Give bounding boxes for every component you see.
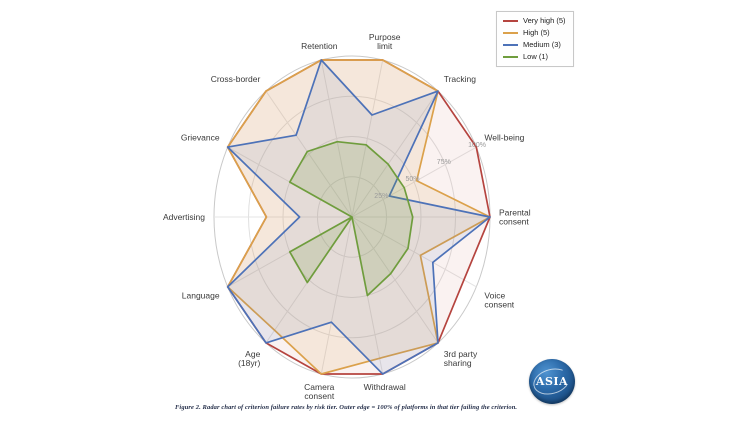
axis-spoke-camera-consent — [320, 216, 353, 375]
axis-spoke-retention — [320, 59, 353, 218]
legend-label-low-1: Low (1) — [523, 52, 549, 61]
axis-spoke-purpose-limit — [351, 59, 384, 218]
legend-item-very-high-5: Very high (5) — [503, 17, 566, 25]
legend-item-medium-3: Medium (3) — [503, 41, 566, 49]
tick-label-25: 25% — [374, 193, 388, 200]
series-polygon-high-5 — [226, 59, 491, 375]
chart-legend: Very high (5) High (5) Medium (3) Low (1) — [496, 11, 574, 67]
legend-label-medium-3: Medium (3) — [523, 40, 561, 49]
axis-label-withdrawal: Withdrawal — [364, 382, 406, 392]
legend-label-very-high-5: Very high (5) — [523, 16, 566, 25]
legend-swatch-high-5 — [503, 32, 518, 34]
axis-label-retention: Retention — [301, 41, 338, 51]
axis-spoke-well-being — [351, 146, 477, 218]
tick-label-50: 50% — [406, 176, 420, 183]
axis-label-grievance: Grievance — [181, 133, 220, 143]
asia-logo-text: ASIA — [535, 375, 569, 388]
legend-swatch-very-high-5 — [503, 20, 518, 22]
axis-spoke-tracking — [351, 90, 439, 218]
axis-spoke-cross-border — [265, 90, 353, 218]
legend-label-high-5: High (5) — [523, 28, 550, 37]
tick-label-75: 75% — [437, 159, 451, 166]
legend-swatch-low-1 — [503, 56, 518, 58]
legend-item-low-1: Low (1) — [503, 53, 566, 61]
tick-label-100: 100% — [468, 142, 486, 149]
asia-logo: ASIA — [529, 359, 575, 404]
axis-label-tracking: Tracking — [444, 74, 477, 84]
axis-label-age-18yr: Age (18yr) — [238, 349, 260, 368]
axis-label-language: Language — [182, 290, 220, 300]
axis-label-parental-consent: Parental consent — [499, 208, 531, 227]
series-polygon-low-1 — [288, 140, 414, 297]
legend-item-high-5: High (5) — [503, 29, 566, 37]
legend-swatch-medium-3 — [503, 44, 518, 46]
axis-spoke-voice-consent — [351, 216, 477, 288]
axis-label-voice-consent: Voice consent — [484, 290, 514, 309]
axis-label-3rd-party-sharing: 3rd party sharing — [444, 349, 478, 368]
axis-spoke-3rd-party-sharing — [351, 216, 439, 344]
axis-label-advertising: Advertising — [163, 212, 205, 222]
axis-label-cross-border: Cross-border — [211, 74, 261, 84]
figure-caption: Figure 2. Radar chart of criterion failu… — [175, 404, 518, 411]
axis-label-camera-consent: Camera consent — [304, 382, 335, 401]
series-polygon-medium-3 — [226, 59, 491, 375]
axis-label-well-being: Well-being — [484, 133, 524, 143]
axis-label-purpose-limit: Purpose limit — [369, 32, 401, 51]
